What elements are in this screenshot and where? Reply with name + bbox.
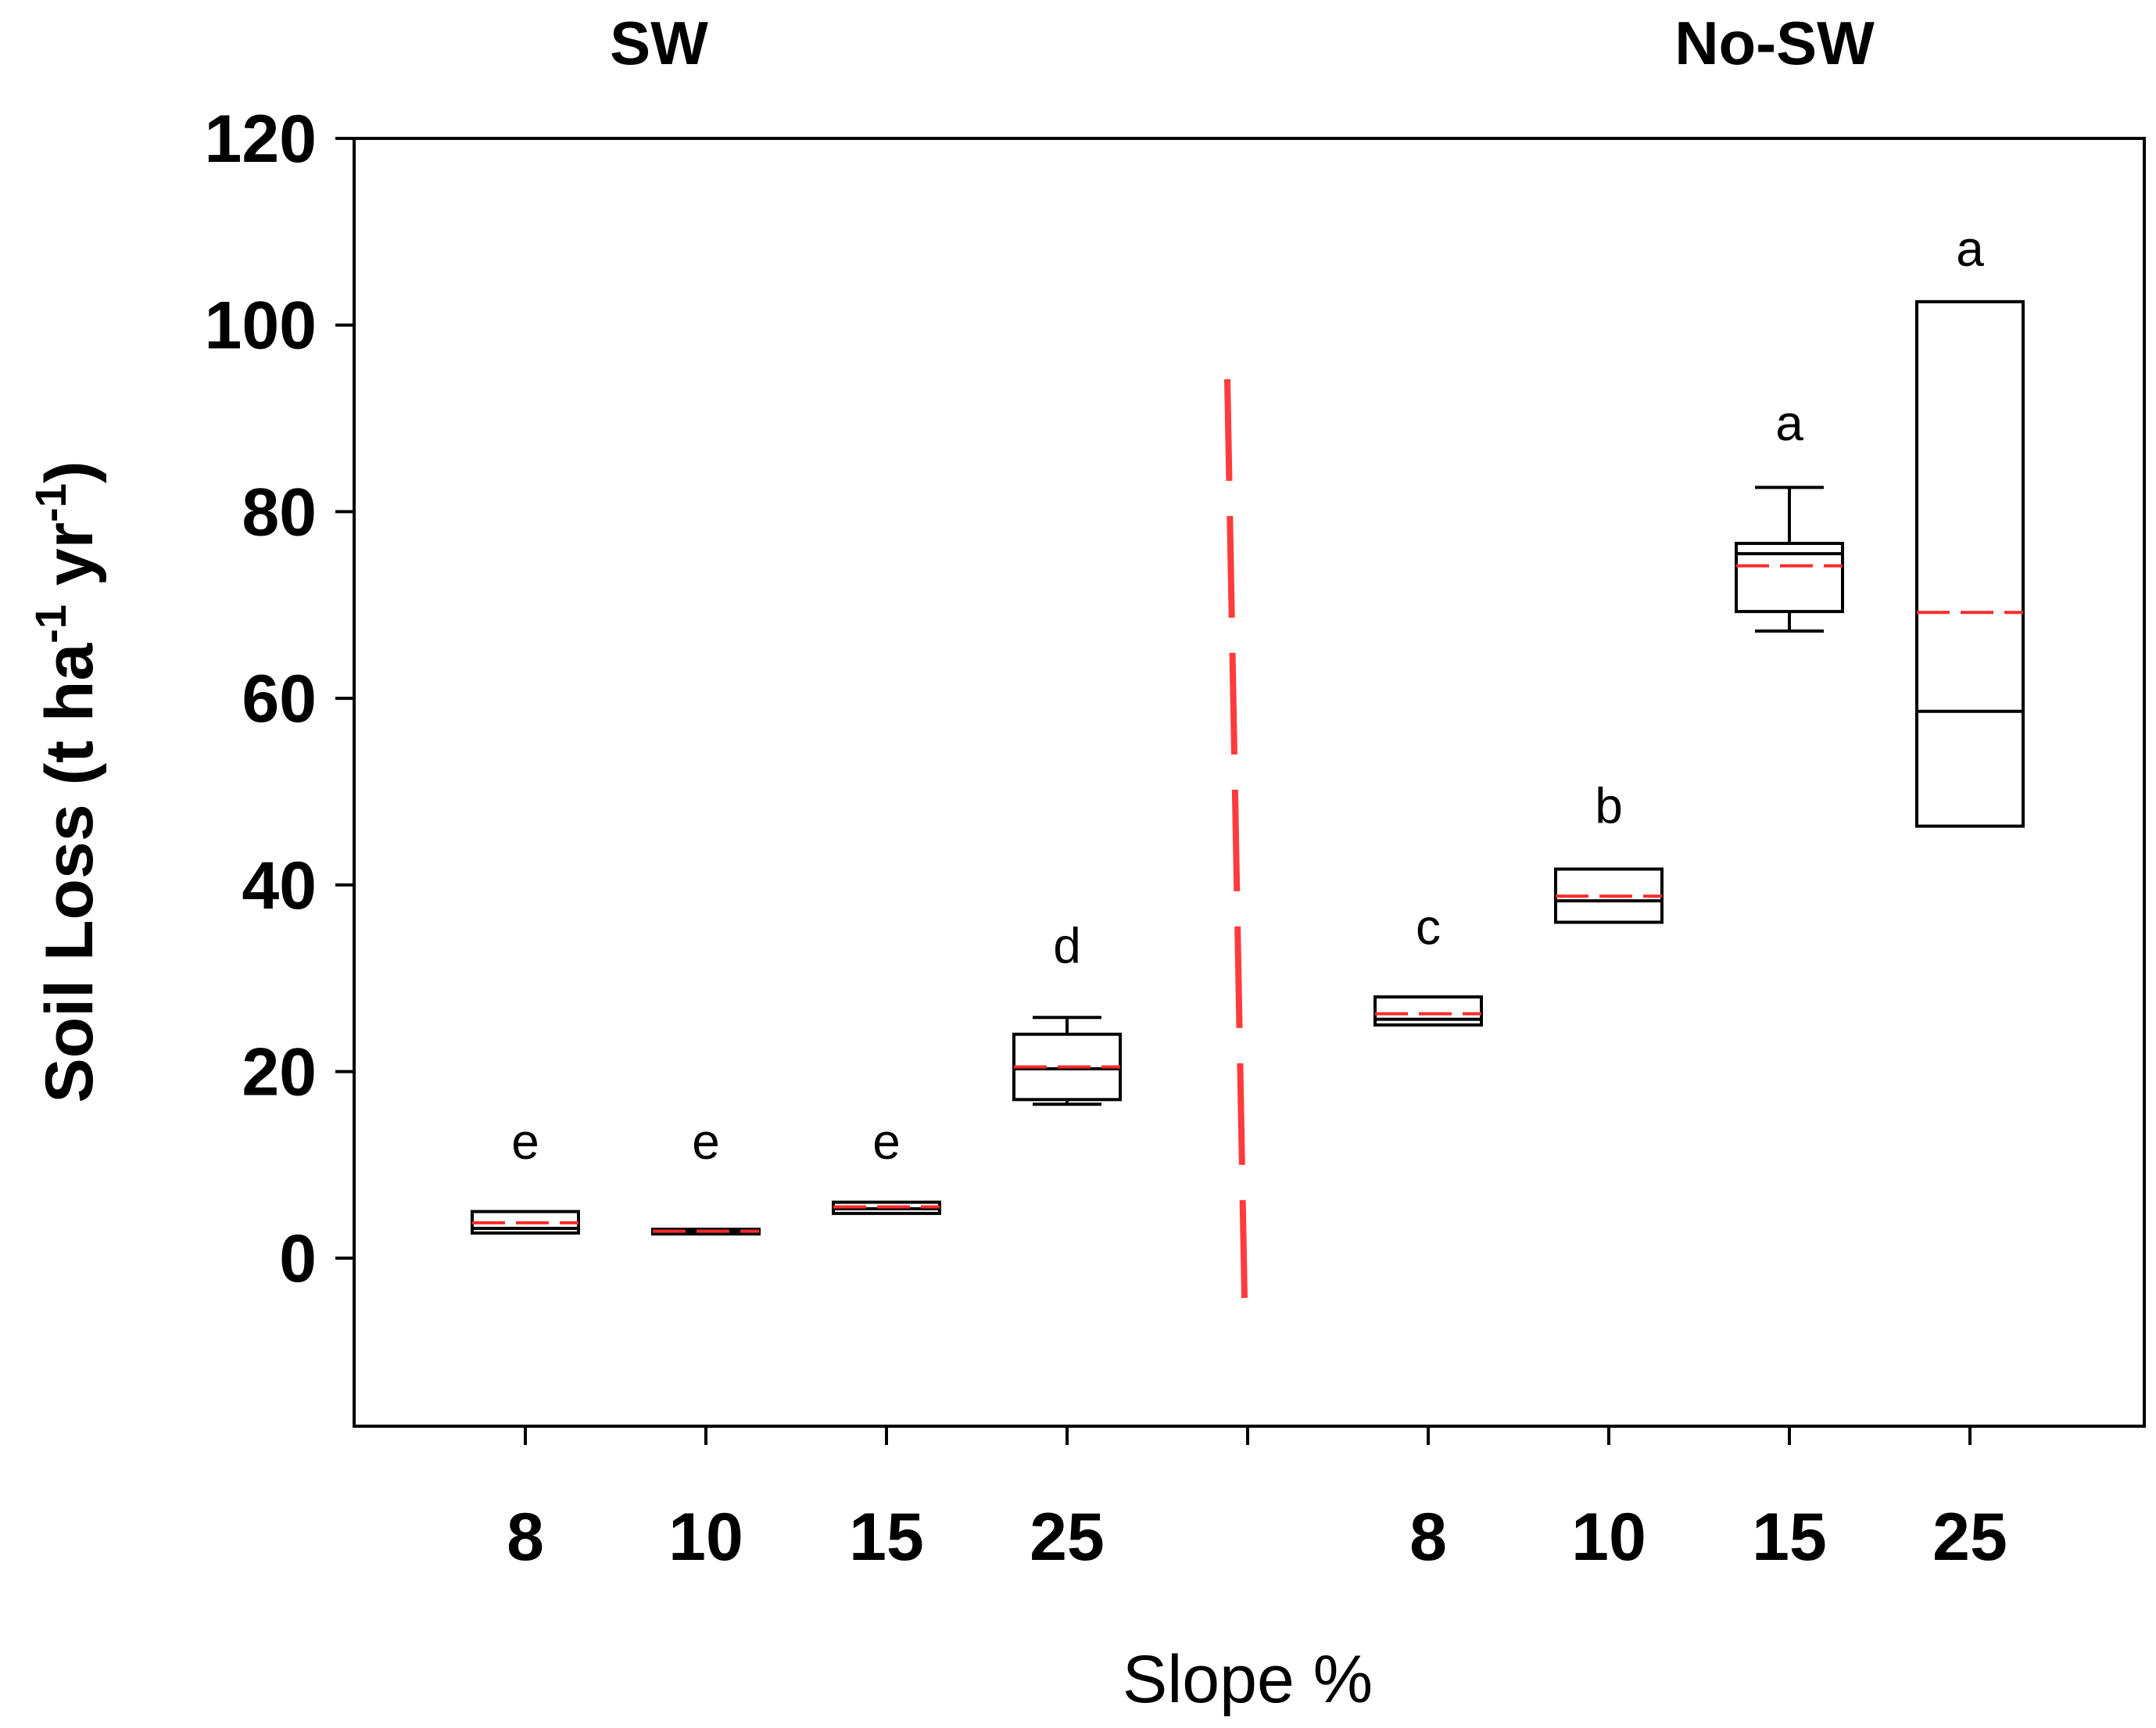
box-no-sw-25: a (1915, 220, 2025, 828)
x-axis: 8 10 15 25 8 10 15 25 (507, 1426, 2007, 1575)
significance-letter: a (1775, 395, 1803, 451)
y-tick-label: 80 (242, 475, 317, 550)
y-tick-label: 100 (205, 289, 317, 364)
x-tick-label: 15 (1752, 1500, 1827, 1575)
group-separator (1224, 378, 1248, 1299)
x-tick-label: 25 (1932, 1500, 2007, 1575)
significance-letter: e (692, 1113, 720, 1170)
y-tick-label: 120 (205, 102, 317, 177)
group-title-sw: SW (610, 9, 708, 77)
y-tick-label: 20 (242, 1034, 317, 1110)
separator-line (1224, 378, 1248, 1299)
y-axis-title-sup2: -1 (26, 483, 75, 522)
box-iqr (1735, 541, 1844, 614)
box-sw-25: d (1012, 917, 1122, 1106)
x-axis-title: Slope % (1123, 1642, 1373, 1717)
y-axis-title-main: Soil Loss (t ha (32, 643, 107, 1103)
y-axis: 0 20 40 60 80 100 120 (205, 102, 354, 1296)
y-axis-title-mid: yr (32, 522, 107, 604)
significance-letter: a (1956, 220, 1984, 277)
box-no-sw-8: c (1373, 898, 1483, 1027)
box-sw-10: e (651, 1113, 761, 1236)
y-axis-title: Soil Loss (t ha-1 yr-1) (26, 461, 107, 1102)
significance-letter: e (511, 1113, 539, 1170)
box-no-sw-15: a (1735, 395, 1844, 633)
x-tick-label: 10 (1571, 1500, 1646, 1575)
x-tick-label: 15 (849, 1500, 924, 1575)
box-no-sw-10: b (1554, 777, 1664, 924)
box-sw-15: e (832, 1113, 941, 1215)
y-tick-label: 60 (242, 661, 317, 737)
y-axis-title-sup1: -1 (26, 604, 75, 644)
x-tick-label: 25 (1030, 1500, 1105, 1575)
y-axis-title-end: ) (32, 461, 107, 483)
y-tick-label: 40 (242, 848, 317, 923)
x-tick-label: 10 (668, 1500, 743, 1575)
y-tick-label: 0 (279, 1221, 317, 1296)
significance-letter: c (1416, 898, 1441, 955)
significance-letter: e (872, 1113, 901, 1170)
box-iqr (1915, 299, 2025, 828)
box-series: e e e d c b a a (471, 220, 2025, 1236)
group-title-no-sw: No-SW (1674, 9, 1875, 77)
box-sw-8: e (471, 1113, 580, 1235)
x-tick-label: 8 (507, 1500, 544, 1575)
significance-letter: b (1595, 777, 1623, 834)
x-tick-label: 8 (1409, 1500, 1447, 1575)
box-iqr (1373, 995, 1483, 1027)
significance-letter: d (1053, 917, 1081, 973)
